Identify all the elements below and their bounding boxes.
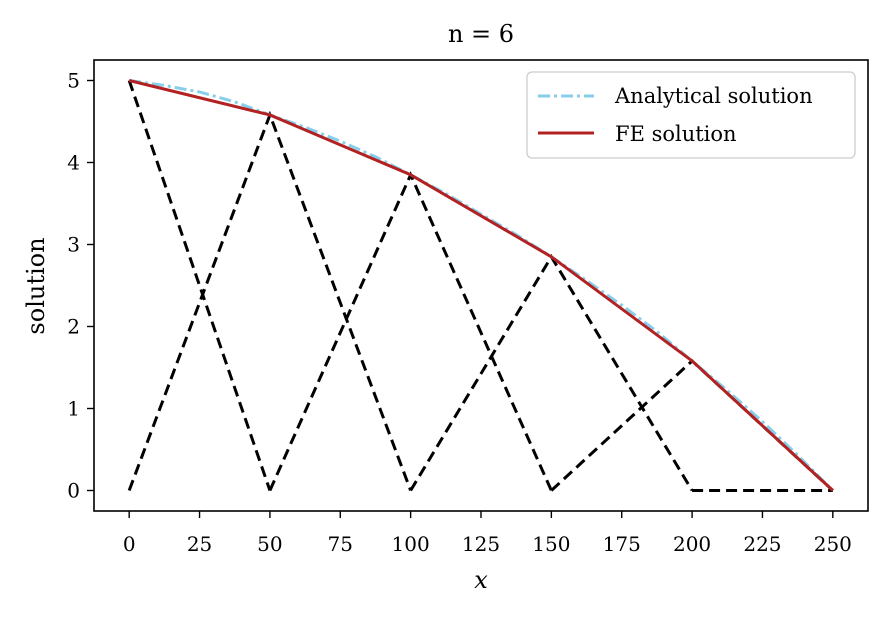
x-axis-label: x [474,566,488,594]
x-tick-label: 125 [462,532,500,556]
axes: 0 25 50 75 100 125 150 175 200 225 250 0 1 2 3 4 5 [67,59,869,556]
x-tick-label: 200 [673,532,711,556]
x-tick-label: 0 [123,532,136,556]
x-tick-label: 25 [187,532,212,556]
x-tick-label: 150 [532,532,570,556]
x-tick-label: 175 [603,532,641,556]
y-tick-label: 4 [67,151,80,175]
basis-function-line-4 [550,358,834,492]
x-tick-label: 250 [814,532,852,556]
chart-title: n = 6 [448,20,514,48]
legend-box [526,71,856,159]
basis-function-line-0 [127,80,272,491]
x-tick-label: 100 [392,532,430,556]
basis-function-line-3 [409,253,694,492]
x-tick-label: 50 [257,532,282,556]
y-tick-label: 5 [67,69,80,93]
x-tick-label: 75 [328,532,353,556]
legend: Analytical solution FE solution [526,71,856,159]
x-tick-label: 225 [743,532,781,556]
basis-function-line-2 [268,171,553,492]
y-tick-label: 1 [67,397,80,421]
y-tick-label: 0 [67,479,80,503]
y-tick-label: 3 [67,233,80,257]
fe-solution-line [128,79,834,492]
legend-analytical-label: Analytical solution [614,84,813,108]
basis-function-line-1 [127,110,413,492]
legend-fe-label: FE solution [615,122,737,146]
plot-area [127,79,834,492]
y-axis-label: solution [22,237,50,334]
y-tick-label: 2 [67,315,80,339]
